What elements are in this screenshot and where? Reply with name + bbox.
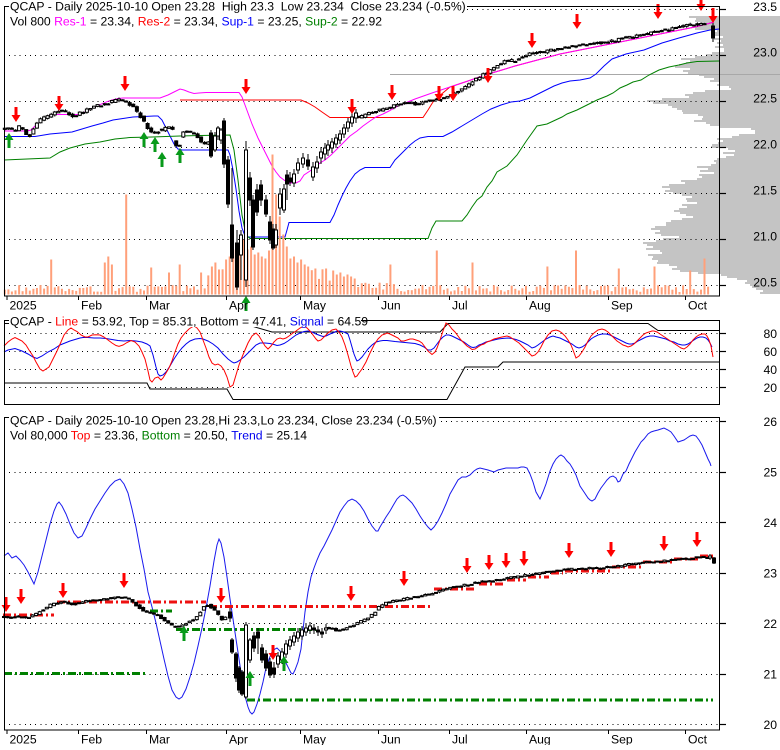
svg-text:Jun: Jun	[381, 733, 401, 746]
svg-text:QCAP - Daily 2025-10-10 Open 2: QCAP - Daily 2025-10-10 Open 23.28 High …	[10, 0, 466, 14]
svg-text:Oct: Oct	[688, 733, 708, 746]
svg-text:26: 26	[763, 415, 777, 429]
svg-text:22.5: 22.5	[753, 92, 777, 106]
svg-text:21.5: 21.5	[753, 184, 777, 198]
svg-text:Mar: Mar	[149, 733, 170, 746]
svg-text:Apr: Apr	[229, 733, 248, 746]
svg-text:QCAP - Line = 53.92, Top = 85.: QCAP - Line = 53.92, Top = 85.31, Bottom…	[10, 315, 368, 329]
svg-text:40: 40	[763, 363, 777, 377]
svg-text:21: 21	[763, 668, 777, 682]
svg-text:Sep: Sep	[611, 733, 633, 746]
svg-text:20: 20	[763, 381, 777, 395]
svg-text:Jul: Jul	[452, 733, 468, 746]
svg-text:23: 23	[763, 567, 777, 581]
svg-text:Apr: Apr	[229, 299, 248, 313]
svg-text:QCAP - Daily 2025-10-10 Open 2: QCAP - Daily 2025-10-10 Open 23.28,Hi 23…	[10, 414, 437, 428]
svg-text:Jun: Jun	[381, 299, 401, 313]
svg-text:23.0: 23.0	[753, 46, 777, 60]
svg-text:Aug: Aug	[529, 299, 551, 313]
svg-text:2025: 2025	[10, 299, 37, 313]
svg-text:Feb: Feb	[81, 733, 102, 746]
svg-text:25: 25	[763, 466, 777, 480]
svg-text:80: 80	[763, 327, 777, 341]
svg-text:23.5: 23.5	[753, 0, 777, 14]
svg-text:Mar: Mar	[149, 299, 170, 313]
svg-text:60: 60	[763, 345, 777, 359]
svg-text:Sep: Sep	[611, 299, 633, 313]
svg-text:22: 22	[763, 617, 777, 631]
svg-text:24: 24	[763, 516, 777, 530]
svg-text:Feb: Feb	[81, 299, 102, 313]
svg-text:20.5: 20.5	[753, 276, 777, 290]
svg-text:May: May	[303, 733, 327, 746]
svg-text:22.0: 22.0	[753, 138, 777, 152]
svg-text:Aug: Aug	[529, 733, 551, 746]
svg-text:21.0: 21.0	[753, 230, 777, 244]
svg-text:Oct: Oct	[688, 299, 708, 313]
svg-text:Vol 80,000 Top = 23.36, Bottom: Vol 80,000 Top = 23.36, Bottom = 20.50, …	[10, 429, 307, 443]
svg-text:May: May	[303, 299, 327, 313]
svg-text:20: 20	[763, 718, 777, 732]
svg-text:Jul: Jul	[452, 299, 468, 313]
svg-text:Vol 800 Res-1 = 23.34, Res-2 =: Vol 800 Res-1 = 23.34, Res-2 = 23.34, Su…	[10, 15, 382, 29]
svg-text:2025: 2025	[10, 733, 37, 746]
